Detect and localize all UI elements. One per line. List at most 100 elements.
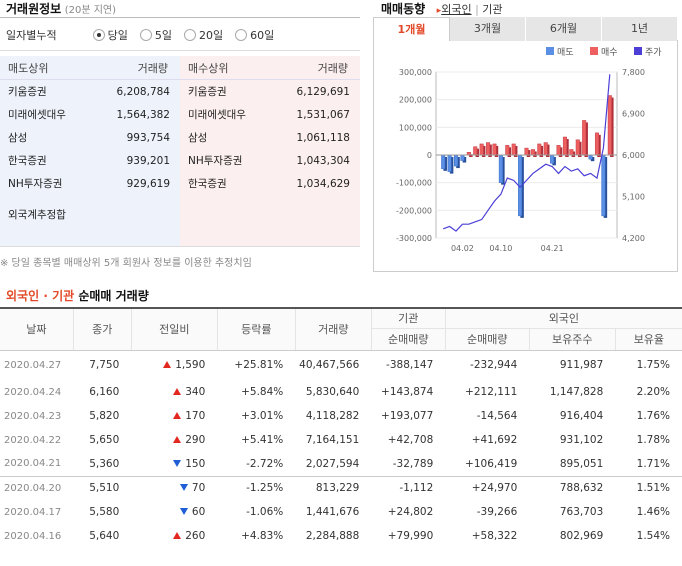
- buy-broker-row: 삼성 1,061,118: [180, 126, 360, 149]
- sell-broker-row: 키움증권 6,208,784: [0, 80, 180, 103]
- bar: [601, 154, 606, 217]
- bar: [556, 145, 561, 156]
- section-header: 거래원정보 (20분 지연): [6, 0, 116, 17]
- cell-holdings: 911,987: [559, 359, 604, 372]
- y-tick-label: 100,000: [399, 123, 432, 132]
- tab-1m[interactable]: 1개월: [373, 17, 450, 41]
- broker-name: 한국증권: [188, 178, 227, 190]
- bar: [479, 143, 484, 156]
- bar: [607, 95, 612, 156]
- cell-foreign-net: +212,111: [465, 386, 518, 398]
- cell-volume: 4,118,282: [305, 410, 360, 422]
- sell-header: 매도상위 거래량: [0, 56, 180, 80]
- broker-volume: 1,531,067: [296, 108, 350, 121]
- cell-volume: 40,467,566: [299, 359, 360, 372]
- cell-change: 70: [131, 476, 217, 500]
- bar: [594, 132, 599, 156]
- sell-broker-row: NH투자증권 929,619: [0, 172, 180, 195]
- col-rate: 등락률: [217, 308, 296, 351]
- cell-inst-net: +42,708: [387, 434, 434, 446]
- cell-inst-net: +79,990: [387, 530, 434, 542]
- broker-volume: 1,564,382: [116, 108, 170, 121]
- cell-foreign-net: -14,564: [476, 410, 518, 422]
- estimate-note: ※ 당일 종목별 매매상위 5개 회원사 정보를 이용한 추정치임: [0, 258, 252, 269]
- table-row: 2020.04.17 5,580 60 -1.06% 1,441,676 +24…: [0, 500, 682, 524]
- cell-date: 2020.04.20: [4, 482, 62, 494]
- bar: [492, 143, 497, 156]
- broker-volume: 993,754: [126, 131, 170, 144]
- cell-inst-net: +193,077: [381, 410, 434, 422]
- trend-link-institution[interactable]: 기관: [482, 3, 503, 16]
- radio-icon[interactable]: [139, 29, 152, 41]
- cell-rate: +5.84%: [241, 386, 284, 398]
- y-tick-label: -200,000: [396, 206, 432, 215]
- tab-1y[interactable]: 1년: [602, 17, 678, 41]
- cell-rate: -1.25%: [246, 482, 284, 495]
- period-option-20d[interactable]: 20일: [183, 27, 223, 43]
- radio-icon[interactable]: [183, 29, 196, 41]
- radio-selected-icon[interactable]: [92, 29, 105, 41]
- cell-close: 6,160: [89, 386, 120, 398]
- col-inst-group: 기관: [371, 308, 446, 329]
- radio-icon[interactable]: [235, 29, 248, 41]
- sell-broker-row: 삼성 993,754: [0, 126, 180, 149]
- cell-date: 2020.04.27: [4, 359, 62, 371]
- col-volume: 거래량: [295, 308, 372, 351]
- cell-volume: 2,284,888: [305, 530, 360, 542]
- bar: [498, 154, 503, 183]
- tab-6m[interactable]: 6개월: [526, 17, 602, 41]
- sell-broker-row: 미래에셋대우 1,564,382: [0, 103, 180, 126]
- cell-date: 2020.04.24: [4, 386, 62, 398]
- cell-volume: 7,164,151: [305, 434, 360, 446]
- buy-broker-row: NH투자증권 1,043,304: [180, 149, 360, 172]
- cell-rate: +25.81%: [234, 359, 284, 372]
- bar: [441, 154, 446, 170]
- trend-title: 매매동향: [381, 2, 426, 16]
- cell-close: 7,750: [89, 359, 120, 372]
- period-selector: 일자별누적 당일 5일 20일 60일: [6, 27, 286, 43]
- cell-inst-net: -1,112: [399, 482, 434, 495]
- bar: [530, 149, 535, 156]
- divider: [0, 50, 360, 51]
- x-tick-label: 04.02: [451, 244, 474, 253]
- trend-link-foreign[interactable]: 외국인: [441, 3, 472, 16]
- trend-chart: 300,000 200,000 100,000 0 -100,000 -200,000 -3…: [396, 47, 662, 253]
- table-row: 2020.04.16 5,640 260 +4.83% 2,284,888 +7…: [0, 524, 682, 548]
- y-tick-label: 0: [427, 151, 432, 160]
- bar: [454, 154, 459, 167]
- y2-tick-label: 6,900: [622, 110, 645, 119]
- broker-name: 미래에셋대우: [188, 109, 246, 121]
- table-row: 2020.04.27 7,750 1,590 +25.81% 40,467,56…: [0, 350, 682, 380]
- cell-volume: 1,441,676: [305, 506, 360, 518]
- col-foreign-net: 순매매량: [445, 328, 530, 351]
- cell-holdings: 1,147,828: [549, 386, 604, 398]
- broker-volume: 1,061,118: [296, 131, 350, 144]
- broker-name: 미래에셋대우: [8, 109, 66, 121]
- cell-holdings: 916,404: [559, 410, 604, 422]
- cell-foreign-net: +58,322: [471, 530, 518, 542]
- buy-header: 매수상위 거래량: [180, 56, 360, 80]
- triangle-up-icon: [173, 436, 182, 443]
- period-option-5d[interactable]: 5일: [139, 27, 172, 43]
- broker-volume: 929,619: [126, 177, 170, 190]
- cell-foreign-net: +106,419: [465, 457, 518, 470]
- period-option-today[interactable]: 당일: [92, 27, 128, 43]
- legend-label: 매수: [601, 47, 618, 58]
- broker-name: NH투자증권: [8, 178, 63, 190]
- period-option-60d[interactable]: 60일: [235, 27, 274, 43]
- col-close: 종가: [73, 308, 132, 351]
- cell-inst-net: -388,147: [386, 359, 434, 372]
- triangle-up-icon: [163, 361, 172, 369]
- bar-shadow: [469, 154, 473, 157]
- cell-ratio: 2.20%: [636, 386, 670, 398]
- caret-right-icon: ▸: [436, 6, 442, 16]
- y-tick-label: 200,000: [399, 96, 432, 105]
- tab-3m[interactable]: 3개월: [450, 17, 526, 41]
- legend-label: 매도: [557, 47, 574, 58]
- broker-name: 삼성: [188, 132, 208, 144]
- buy-broker-row: 키움증권 6,129,691: [180, 80, 360, 103]
- col-date: 날짜: [0, 308, 74, 351]
- price-line: [443, 74, 611, 232]
- x-tick-label: 04.21: [541, 244, 564, 253]
- bar: [562, 136, 567, 156]
